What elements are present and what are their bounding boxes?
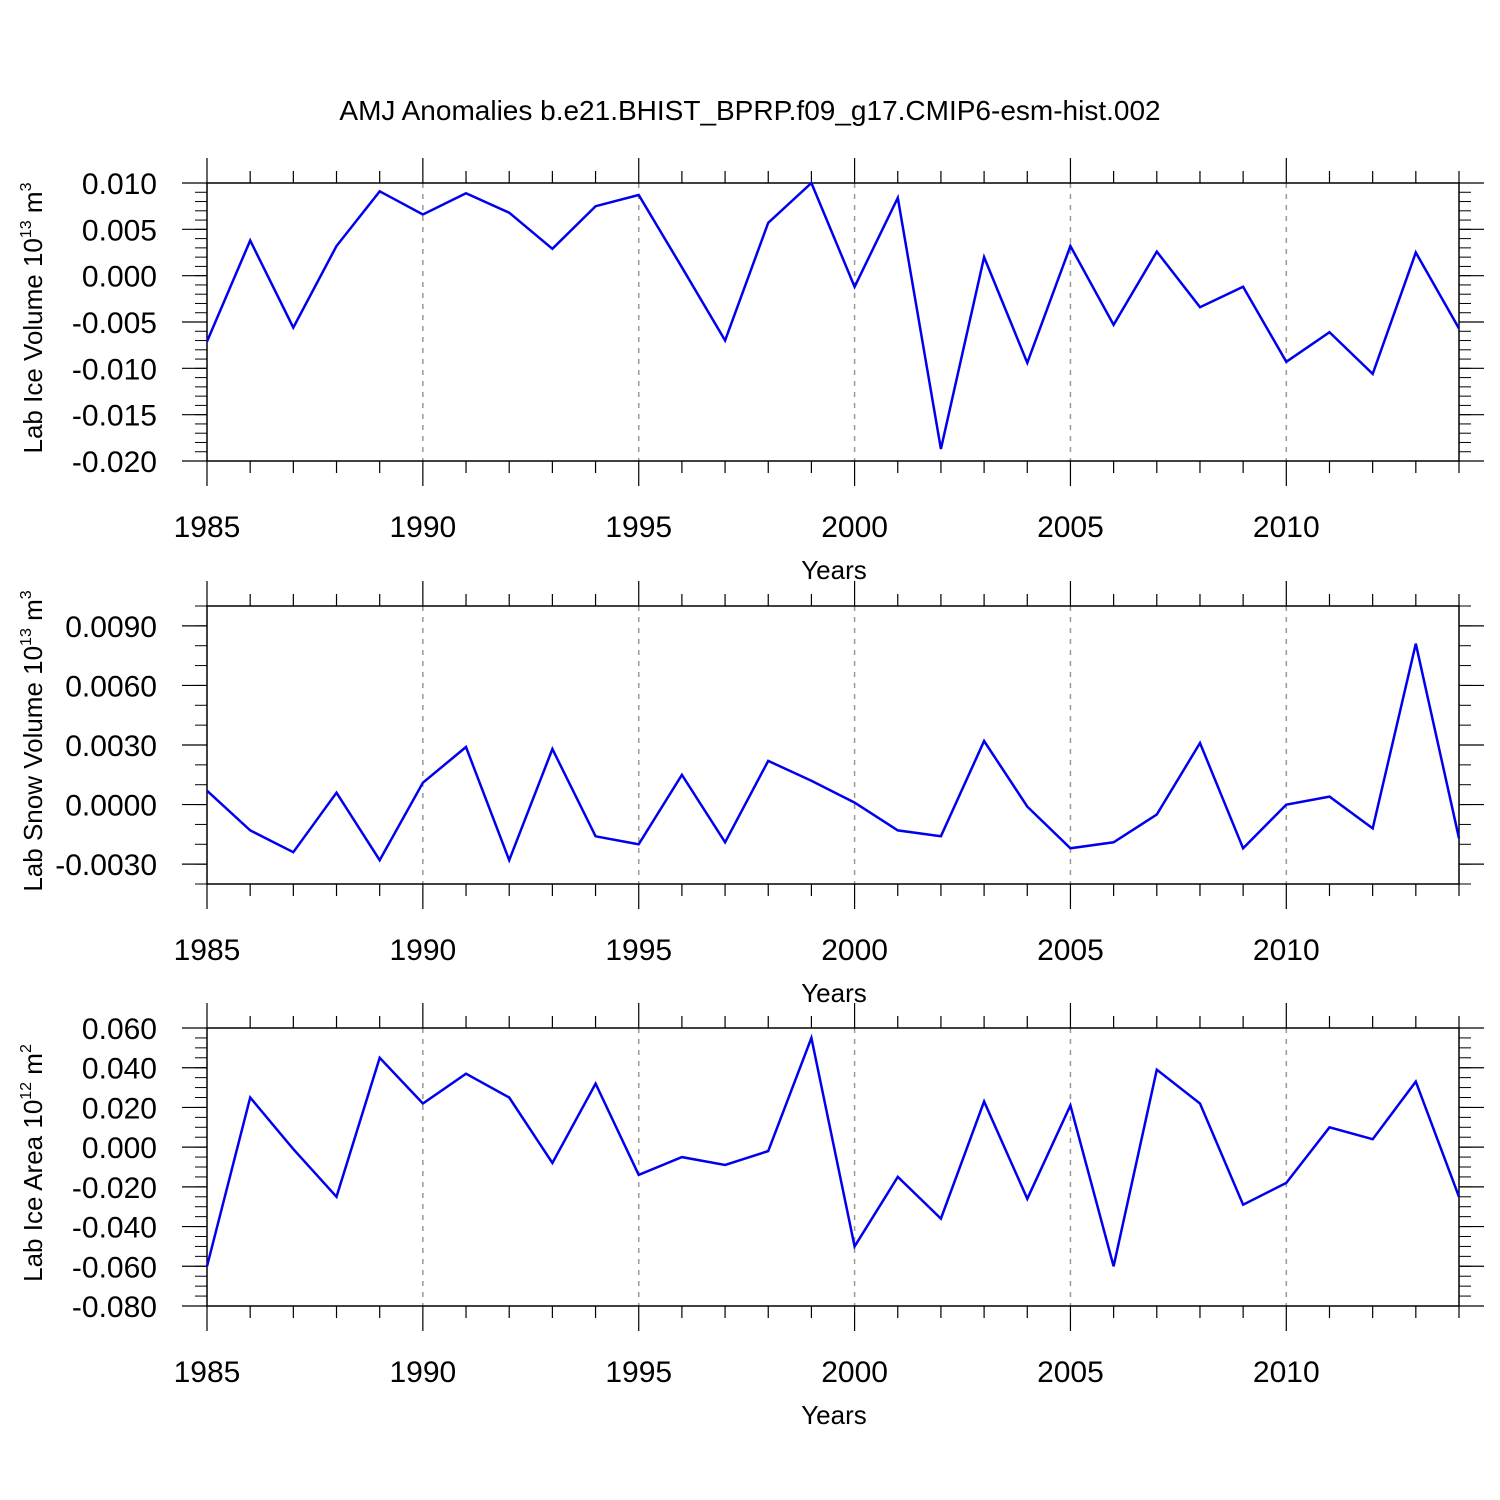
- x-tick-label: 2010: [1253, 1356, 1320, 1389]
- y-tick-label: 0.0090: [65, 611, 157, 644]
- y-axis-title: Lab Snow Volume 1013 m3: [18, 590, 48, 891]
- x-tick-label: 2010: [1253, 511, 1320, 544]
- x-axis-title: Years: [801, 555, 867, 585]
- y-tick-label: 0.005: [82, 214, 157, 247]
- y-tick-label: 0.020: [82, 1092, 157, 1125]
- chart-title: AMJ Anomalies b.e21.BHIST_BPRP.f09_g17.C…: [339, 95, 1160, 126]
- y-tick-label: -0.0030: [55, 849, 157, 882]
- x-tick-label: 2000: [821, 934, 888, 967]
- y-tick-label: -0.020: [72, 446, 157, 479]
- x-axis-title: Years: [801, 1400, 867, 1430]
- y-axis-title-superscript: 3: [18, 590, 35, 599]
- y-tick-label: -0.020: [72, 1172, 157, 1205]
- x-tick-label: 1995: [605, 1356, 672, 1389]
- x-tick-label: 1985: [174, 934, 241, 967]
- y-tick-label: 0.0000: [65, 790, 157, 823]
- y-tick-label: -0.080: [72, 1291, 157, 1324]
- y-tick-label: 0.000: [82, 1132, 157, 1165]
- x-tick-label: 1985: [174, 1356, 241, 1389]
- y-tick-label: 0.000: [82, 261, 157, 294]
- x-tick-label: 1995: [605, 934, 672, 967]
- y-tick-label: -0.015: [72, 400, 157, 433]
- x-tick-label: 2000: [821, 1356, 888, 1389]
- series-line: [206, 643, 1461, 864]
- x-tick-label: 1990: [389, 934, 456, 967]
- x-axis-title: Years: [801, 978, 867, 1008]
- series-line: [205, 1033, 1461, 1267]
- y-tick-label: -0.010: [72, 353, 157, 386]
- y-axis-title-superscript: 12: [18, 1082, 35, 1100]
- y-axis-title-text: Lab Snow Volume 10: [18, 646, 48, 892]
- y-tick-label: 0.010: [82, 168, 157, 201]
- y-axis-title: Lab Ice Volume 1013 m3: [18, 182, 48, 453]
- y-axis-title-text: Lab Ice Area 10: [18, 1100, 48, 1282]
- y-axis-title-superscript: 13: [18, 628, 35, 646]
- y-tick-label: 0.0060: [65, 670, 157, 703]
- y-axis-title: Lab Ice Area 1012 m2: [18, 1044, 48, 1282]
- y-axis-title-text: m: [18, 599, 48, 628]
- y-axis-title-text: m: [18, 1053, 48, 1082]
- panel-1: 0.010 0.005 0.000 -0.005 -0.010 -0.015 -0.020 1…: [18, 158, 1484, 585]
- x-tick-label: 1985: [174, 511, 241, 544]
- x-tick-label: 1990: [389, 511, 456, 544]
- plot-frame: [206, 605, 1460, 885]
- y-axis-title-superscript: 2: [18, 1044, 35, 1053]
- plot-frame: [206, 1027, 1460, 1307]
- y-tick-label: 0.060: [82, 1013, 157, 1046]
- y-tick-label: -0.060: [72, 1251, 157, 1284]
- y-axis-title-superscript: 13: [18, 220, 35, 238]
- x-tick-label: 2005: [1037, 934, 1104, 967]
- panel-2: 0.0090 0.0060 0.0030 0.0000 -0.0030 1985 1990 1…: [18, 581, 1484, 1008]
- plot-frame: [206, 182, 1460, 462]
- x-tick-label: 2005: [1037, 1356, 1104, 1389]
- chart-panels: 0.010 0.005 0.000 -0.005 -0.010 -0.015 -0.020 1…: [18, 158, 1484, 1430]
- panel-3: 0.060 0.040 0.020 0.000 -0.020 -0.040 -0.060 -0…: [18, 1003, 1484, 1430]
- x-tick-label: 2010: [1253, 934, 1320, 967]
- series-line: [205, 180, 1461, 450]
- y-tick-label: 0.0030: [65, 730, 157, 763]
- x-tick-label: 1995: [605, 511, 672, 544]
- y-tick-label: -0.005: [72, 307, 157, 340]
- y-tick-label: 0.040: [82, 1053, 157, 1086]
- y-axis-title-text: m: [18, 191, 48, 220]
- x-tick-label: 1990: [389, 1356, 456, 1389]
- x-tick-label: 2005: [1037, 511, 1104, 544]
- y-axis-title-text: Lab Ice Volume 10: [18, 238, 48, 453]
- y-axis-title-superscript: 3: [18, 182, 35, 191]
- y-tick-label: -0.040: [72, 1212, 157, 1245]
- x-tick-label: 2000: [821, 511, 888, 544]
